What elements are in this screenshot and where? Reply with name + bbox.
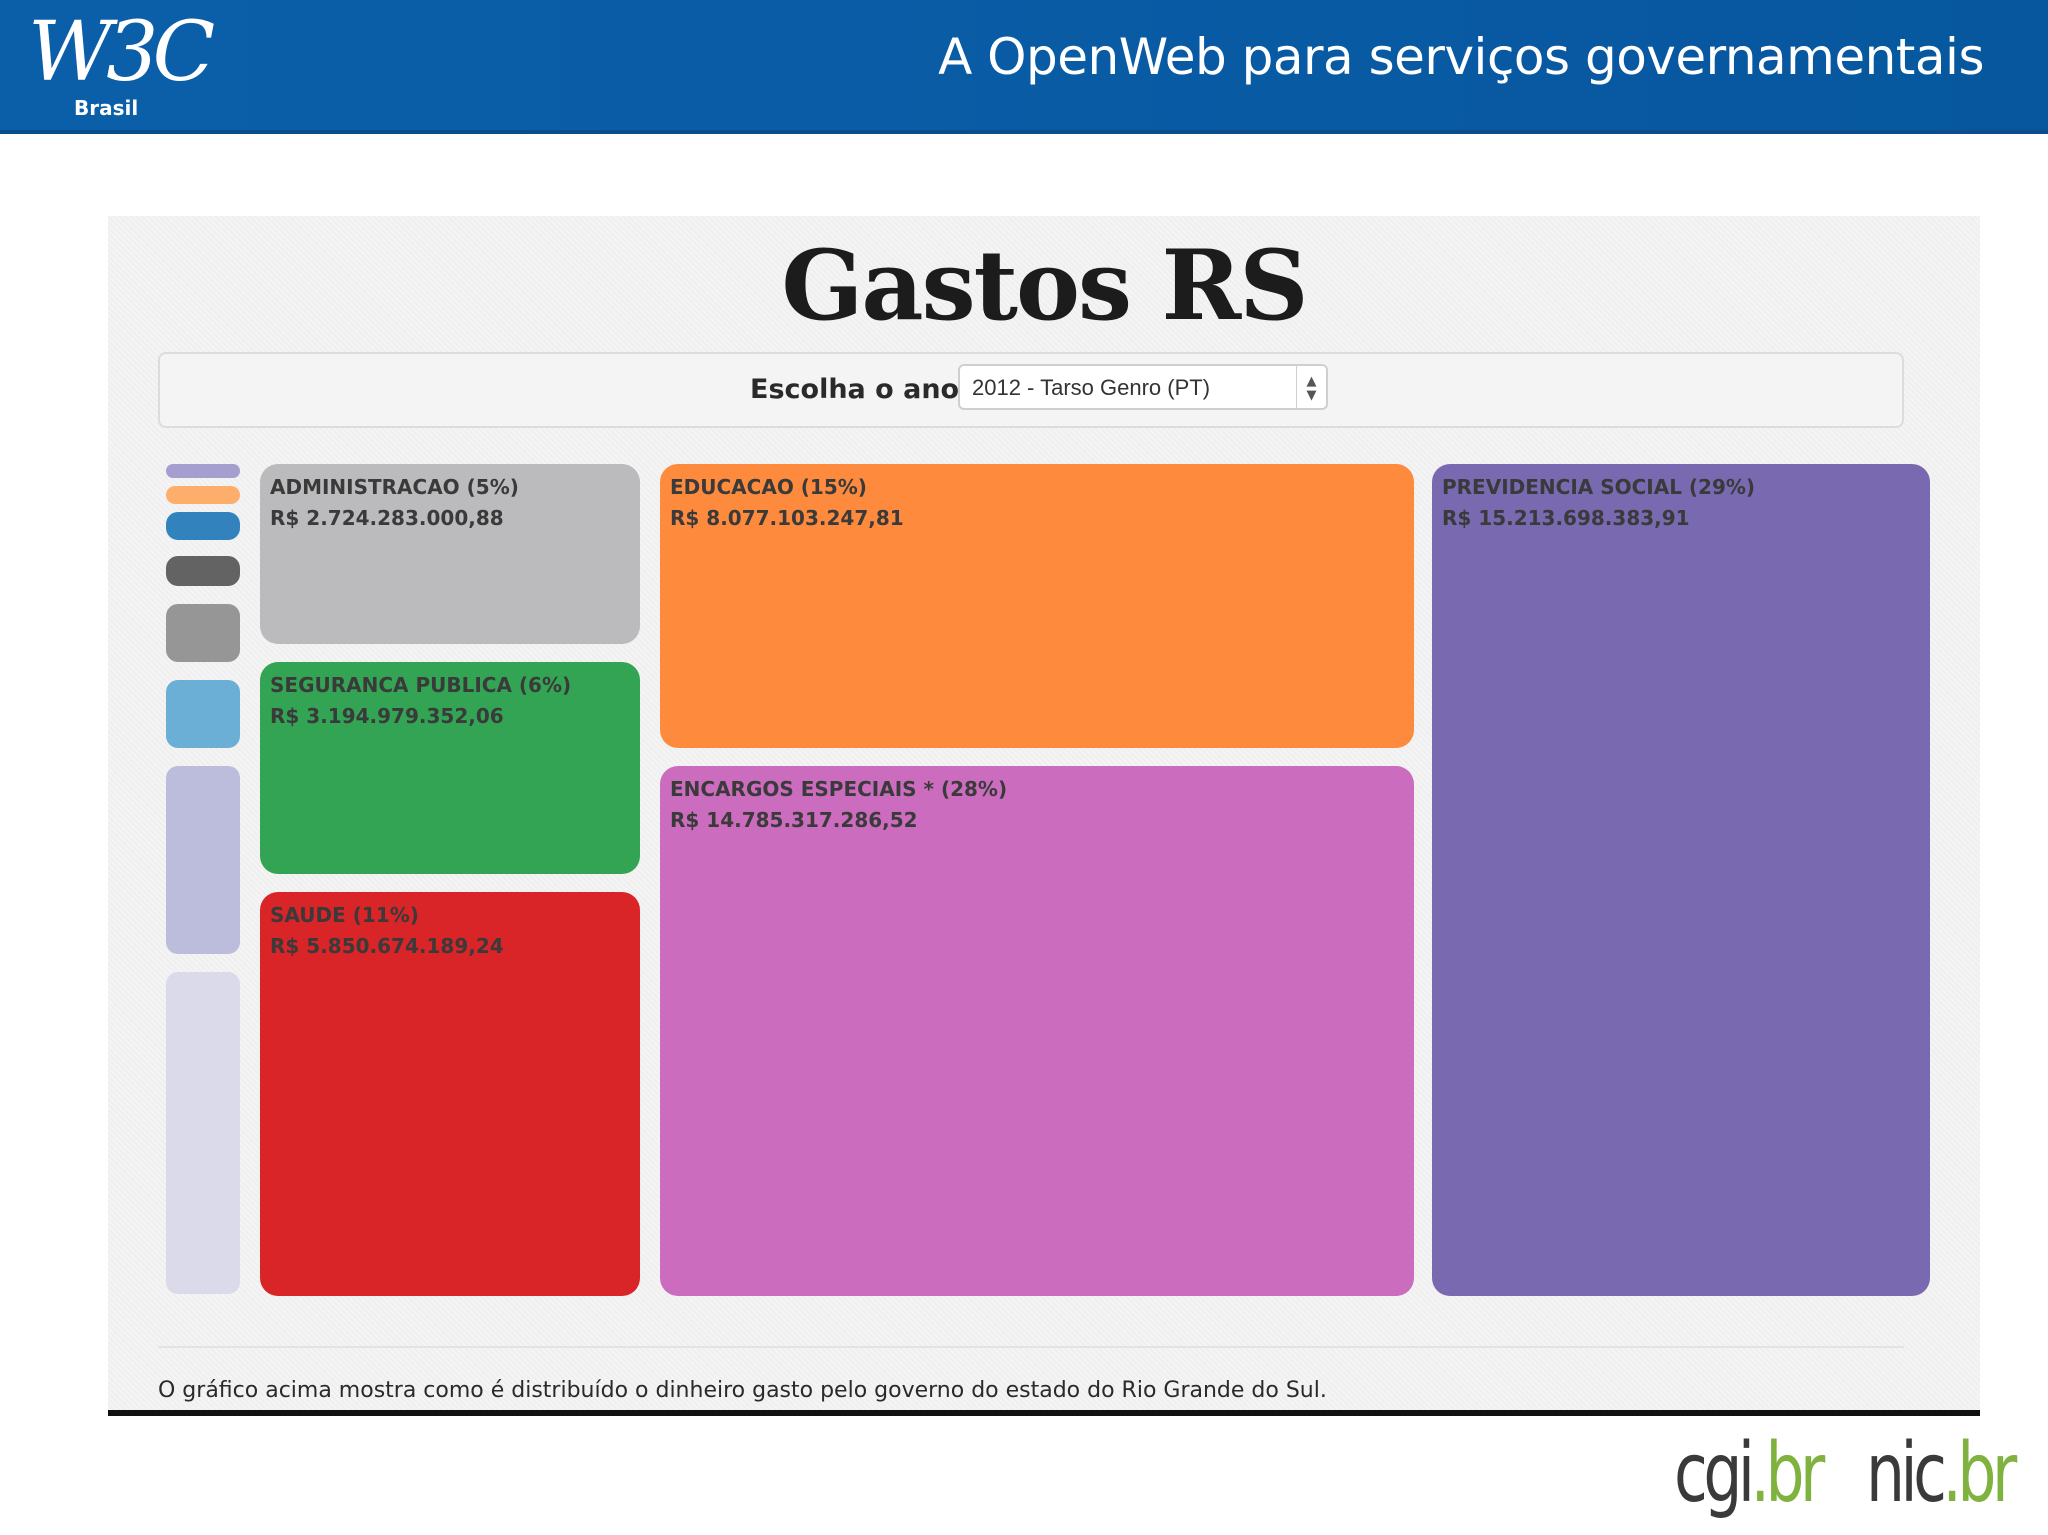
tile-value: R$ 5.850.674.189,24 xyxy=(270,934,504,958)
tile-value: R$ 3.194.979.352,06 xyxy=(270,704,504,728)
year-chooser-bar: Escolha o ano: 2012 - Tarso Genro (PT) ▲… xyxy=(158,352,1904,428)
treemap-tile-administracao[interactable]: ADMINISTRACAO (5%) R$ 2.724.283.000,88 xyxy=(260,464,640,644)
treemap-tile-educacao[interactable]: EDUCACAO (15%) R$ 8.077.103.247,81 xyxy=(660,464,1414,748)
tile-label: ADMINISTRACAO (5%) xyxy=(270,475,519,499)
tile-label: EDUCACAO (15%) xyxy=(670,475,867,499)
year-select[interactable]: 2012 - Tarso Genro (PT) ▲ ▼ xyxy=(958,364,1328,410)
treemap-tile-seguranca-publica[interactable]: SEGURANCA PUBLICA (6%) R$ 3.194.979.352,… xyxy=(260,662,640,874)
legend-swatch xyxy=(166,512,240,540)
tile-label: ENCARGOS ESPECIAIS * (28%) xyxy=(670,777,1008,801)
app-title: Gastos RS xyxy=(781,229,1308,342)
tile-value: R$ 14.785.317.286,52 xyxy=(670,808,918,832)
tile-value: R$ 15.213.698.383,91 xyxy=(1442,506,1690,530)
nic-logo-suffix: .br xyxy=(1942,1426,2017,1521)
tile-label: SEGURANCA PUBLICA (6%) xyxy=(270,673,572,697)
legend-swatch xyxy=(166,556,240,586)
slide-title: A OpenWeb para serviços governamentais xyxy=(938,28,1984,86)
footer-divider xyxy=(158,1346,1904,1348)
cgi-logo-main: cgi xyxy=(1674,1426,1755,1521)
w3c-logo-subtitle: Brasil xyxy=(74,96,139,120)
gastos-rs-app: Gastos RS Escolha o ano: 2012 - Tarso Ge… xyxy=(108,216,1980,1414)
footer-note: O gráfico acima mostra como é distribuíd… xyxy=(158,1378,1327,1403)
slide-header: W3C Brasil A OpenWeb para serviços gover… xyxy=(0,0,2048,134)
tile-value: R$ 8.077.103.247,81 xyxy=(670,506,904,530)
w3c-brasil-logo: W3C Brasil xyxy=(28,8,215,123)
cgi-br-logo: cgi.br xyxy=(1674,1426,1825,1521)
year-label: Escolha o ano: xyxy=(750,374,970,405)
year-select-value: 2012 - Tarso Genro (PT) xyxy=(972,375,1211,400)
treemap-tile-encargos-especiais[interactable]: ENCARGOS ESPECIAIS * (28%) R$ 14.785.317… xyxy=(660,766,1414,1296)
tile-label: SAUDE (11%) xyxy=(270,903,419,927)
legend-swatch xyxy=(166,604,240,662)
tile-value: R$ 2.724.283.000,88 xyxy=(270,506,504,530)
footer-logos: cgi.br nic.br xyxy=(1674,1420,2034,1530)
treemap-tile-previdencia-social[interactable]: PREVIDENCIA SOCIAL (29%) R$ 15.213.698.3… xyxy=(1432,464,1930,1296)
nic-br-logo: nic.br xyxy=(1866,1426,2017,1521)
legend-swatch xyxy=(166,464,240,478)
w3c-logo-text: W3C xyxy=(28,5,215,100)
legend-swatch xyxy=(166,680,240,748)
legend-swatch xyxy=(166,972,240,1294)
nic-logo-main: nic xyxy=(1866,1426,1947,1521)
legend-swatch xyxy=(166,486,240,504)
cgi-logo-suffix: .br xyxy=(1750,1426,1825,1521)
panel-bottom-border xyxy=(108,1410,1980,1416)
tile-label: PREVIDENCIA SOCIAL (29%) xyxy=(1442,475,1756,499)
treemap-tile-saude[interactable]: SAUDE (11%) R$ 5.850.674.189,24 xyxy=(260,892,640,1296)
select-arrows-icon: ▲ ▼ xyxy=(1296,366,1326,408)
legend-swatch xyxy=(166,766,240,954)
